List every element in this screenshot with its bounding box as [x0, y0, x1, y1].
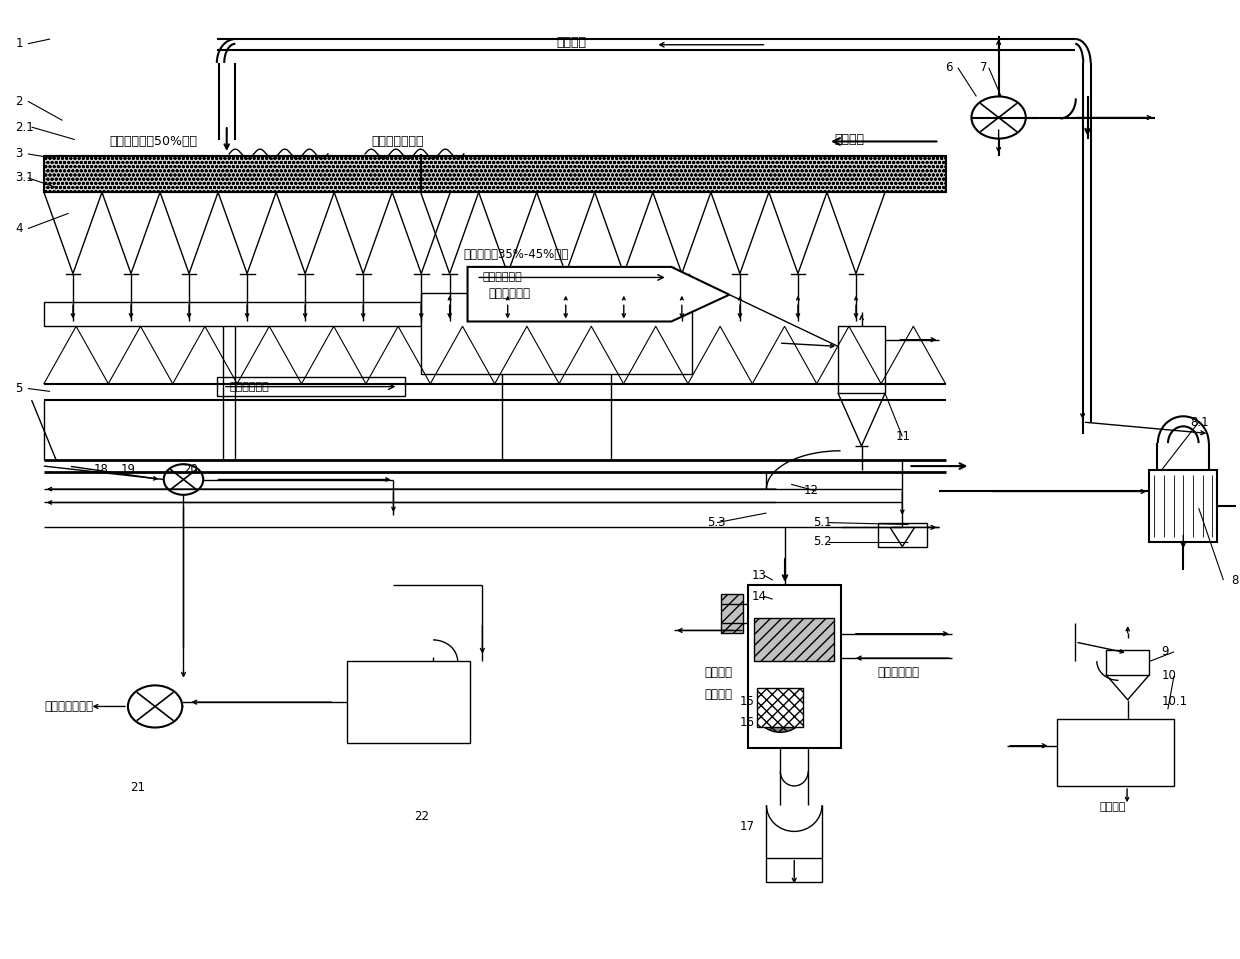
Text: 11: 11	[897, 430, 911, 443]
Bar	[720, 595, 743, 633]
Bar	[766, 857, 822, 881]
Circle shape	[164, 464, 203, 495]
Bar	[43, 302, 420, 326]
Text: 5: 5	[16, 382, 22, 395]
Text: 3: 3	[16, 148, 22, 160]
Text: 16: 16	[739, 716, 754, 729]
Text: 补充烧结返矿: 补充烧结返矿	[878, 667, 920, 679]
Text: 烟气流动方向: 烟气流动方向	[229, 382, 269, 391]
Text: 10.1: 10.1	[1162, 695, 1188, 708]
Polygon shape	[467, 267, 729, 321]
Text: 8: 8	[1231, 573, 1239, 587]
Text: 外排粉尘: 外排粉尘	[704, 667, 733, 679]
Text: 19: 19	[120, 463, 135, 477]
Bar	[748, 585, 841, 748]
Text: 5.1: 5.1	[813, 516, 832, 529]
Text: 13: 13	[751, 569, 766, 582]
Text: 2: 2	[16, 95, 24, 107]
Text: 烟气快速升温段: 烟气快速升温段	[371, 135, 424, 148]
Bar	[217, 377, 404, 396]
Bar	[43, 155, 946, 192]
Text: 12: 12	[804, 484, 818, 498]
Text: 烟气流动方向: 烟气流动方向	[482, 272, 522, 283]
Text: 烧结机总长35%-45%区域: 烧结机总长35%-45%区域	[464, 248, 569, 261]
Text: 循环烟气: 循环烟气	[557, 36, 587, 49]
Circle shape	[758, 698, 802, 733]
Text: 4: 4	[16, 222, 24, 235]
Bar	[470, 267, 673, 288]
Bar	[754, 619, 835, 662]
Text: 8.1: 8.1	[1190, 415, 1209, 429]
Text: 15: 15	[739, 695, 754, 708]
Text: 5.2: 5.2	[813, 535, 832, 549]
Text: 3.1: 3.1	[16, 172, 35, 184]
Bar	[1106, 650, 1149, 675]
Circle shape	[971, 97, 1025, 139]
Circle shape	[128, 686, 182, 728]
Text: 1: 1	[16, 37, 24, 50]
Text: 20: 20	[184, 463, 198, 477]
Text: 进烟气脱硫系统: 进烟气脱硫系统	[43, 700, 93, 713]
Text: 14: 14	[751, 590, 766, 603]
Text: 10: 10	[1162, 669, 1177, 682]
Bar	[838, 326, 885, 393]
Text: 喷入液氨: 喷入液氨	[704, 688, 733, 700]
Bar	[758, 689, 804, 727]
Text: 外排粉尘: 外排粉尘	[1099, 803, 1126, 812]
Bar	[346, 662, 470, 743]
Text: 17: 17	[739, 820, 754, 832]
Text: 2.1: 2.1	[16, 121, 35, 133]
Text: 7: 7	[980, 61, 987, 74]
Text: 18: 18	[93, 463, 108, 477]
Bar	[420, 292, 692, 374]
Text: 台车走向: 台车走向	[835, 133, 864, 146]
Text: 烟气流动方向: 烟气流动方向	[489, 288, 531, 300]
Text: 5.3: 5.3	[707, 516, 725, 529]
Text: 9: 9	[1162, 645, 1169, 659]
Text: 6: 6	[946, 61, 954, 74]
Bar	[1056, 719, 1174, 786]
Text: 21: 21	[130, 782, 145, 794]
Bar	[878, 523, 928, 547]
Text: 烧结机总长度50%区域: 烧结机总长度50%区域	[109, 135, 197, 148]
Bar	[1149, 470, 1218, 542]
Text: 22: 22	[414, 810, 429, 823]
